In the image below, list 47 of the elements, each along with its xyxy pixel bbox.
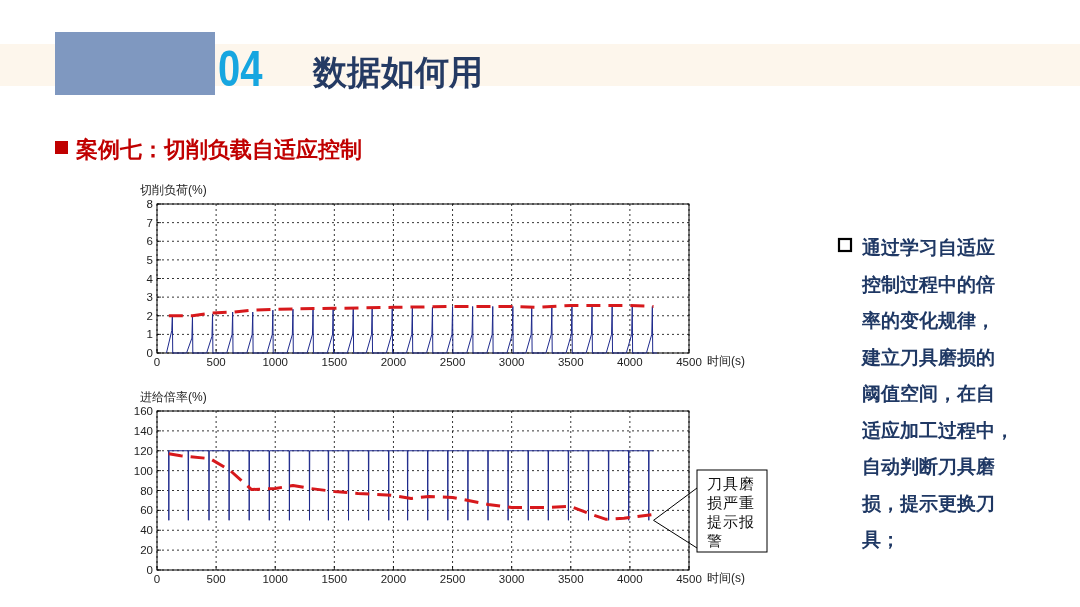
x-tick-label: 1000 [262, 356, 289, 368]
line-series [165, 305, 658, 354]
x-tick-label: 2500 [439, 356, 466, 368]
text: 数据如何用 [312, 53, 483, 91]
x-tick-label: 4000 [617, 356, 643, 368]
y-tick-label: 1 [146, 328, 153, 341]
y-tick-label: 100 [133, 464, 153, 477]
y-tick-label: 4 [146, 272, 154, 285]
y-tick-label: 140 [133, 424, 153, 437]
x-tick-label: 1500 [321, 356, 348, 368]
y-tick-label: 0 [146, 347, 153, 359]
x-tick-label: 1500 [321, 573, 348, 585]
text: 案例七：切削负载自适应控制 [75, 137, 362, 162]
x-tick-label: 4000 [617, 573, 643, 585]
x-tick-label: 3500 [557, 356, 584, 368]
x-tick-label: 3000 [498, 356, 525, 368]
x-tick-label: 1000 [262, 573, 289, 585]
x-tick-label: 2000 [380, 356, 407, 368]
line-series [167, 304, 656, 318]
y-tick-label: 3 [146, 291, 153, 304]
y-tick-label: 6 [146, 235, 153, 248]
y-tick-label: 2 [146, 309, 153, 322]
y-axis-title: 进给倍率(%) [140, 390, 207, 404]
y-tick-label: 120 [133, 444, 153, 457]
y-tick-label: 20 [140, 544, 153, 557]
x-tick-label: 500 [206, 573, 226, 585]
x-tick-label: 3000 [498, 573, 525, 585]
y-axis-title: 切削负荷(%) [140, 183, 207, 197]
y-tick-label: 7 [146, 216, 153, 229]
note-box: 刀具磨损严重提示报警 [696, 469, 768, 553]
x-tick-label: 3500 [557, 573, 584, 585]
y-tick-label: 8 [146, 198, 153, 210]
x-tick-label: 2500 [439, 573, 466, 585]
x-axis-title: 时间(s) [707, 354, 745, 368]
x-axis-title: 时间(s) [707, 571, 745, 585]
y-tick-label: 40 [140, 524, 153, 537]
x-tick-label: 500 [206, 356, 226, 368]
y-tick-label: 80 [140, 484, 153, 497]
y-tick-label: 5 [146, 253, 153, 266]
text: 通过学习自适应控制过程中的倍率的变化规律，建立刀具磨损的阈值空间，在自适应加工过程中，自动判断刀具磨损，提示更换刀具； [862, 237, 1014, 550]
text: 04 [218, 40, 263, 98]
x-tick-label: 2000 [380, 573, 407, 585]
x-tick-label: 4500 [676, 573, 702, 585]
x-tick-label: 4500 [676, 356, 702, 368]
y-tick-label: 160 [133, 405, 153, 417]
y-tick-label: 60 [140, 504, 153, 517]
y-tick-label: 0 [146, 564, 153, 576]
